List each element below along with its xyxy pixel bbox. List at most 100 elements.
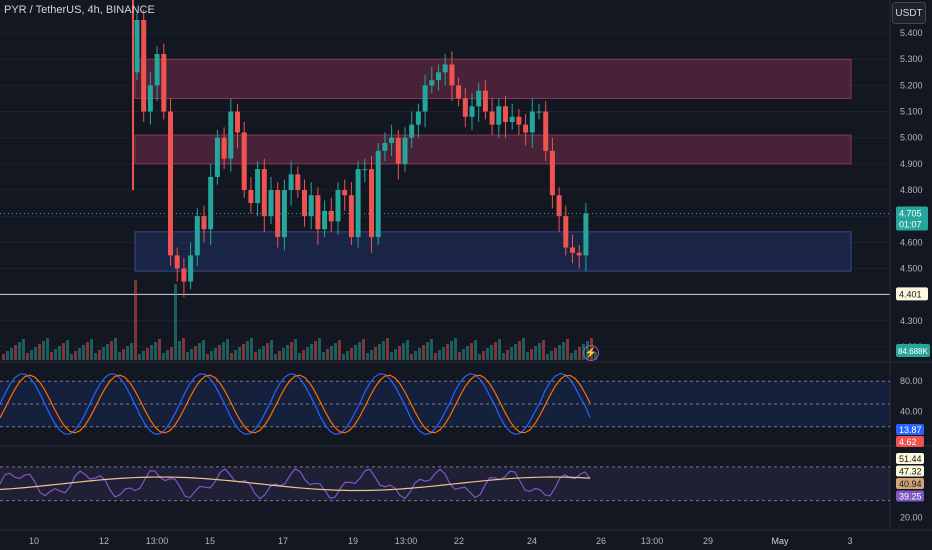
volume-bar	[430, 339, 433, 360]
candle-body	[322, 210, 328, 230]
volume-bar	[302, 350, 305, 360]
volume-bar	[402, 343, 405, 360]
rsi-value-label: 51.44	[899, 454, 922, 464]
candle-body	[496, 106, 502, 125]
candle-body	[469, 106, 475, 117]
candle-body	[523, 124, 529, 133]
volume-bar	[214, 348, 217, 360]
x-axis-tick-label: 17	[278, 536, 288, 546]
volume-bar	[218, 345, 221, 360]
currency-badge[interactable]: USDT	[892, 2, 926, 24]
candle-body	[241, 132, 247, 190]
volume-bar	[546, 354, 549, 360]
stoch-d-line	[0, 374, 591, 434]
candle-body	[369, 169, 374, 238]
candle-body	[402, 137, 408, 164]
candle-body	[382, 142, 388, 151]
volume-bar	[182, 338, 185, 360]
bar-countdown-label: 01:07	[899, 220, 922, 230]
candle-body	[583, 213, 589, 256]
candle-body	[134, 20, 140, 73]
volume-bar	[26, 353, 29, 360]
volume-bar	[190, 349, 193, 360]
volume-bar	[458, 352, 461, 360]
price-axis-tick-label: 4.500	[900, 263, 923, 273]
volume-bar	[198, 343, 201, 360]
candle-body	[482, 90, 488, 112]
supply-zone	[134, 134, 852, 165]
candle-body	[375, 150, 381, 238]
candle-body	[141, 20, 147, 112]
volume-bar	[202, 340, 205, 360]
volume-bar	[578, 347, 581, 360]
volume-bar	[22, 339, 25, 360]
volume-bar	[158, 339, 161, 360]
volume-bar	[338, 340, 341, 360]
volume-bar	[62, 343, 65, 360]
stoch-k-badge	[896, 424, 924, 435]
volume-bar	[342, 354, 345, 360]
candle-body	[516, 116, 522, 125]
volume-bar	[106, 344, 109, 360]
volume-bar	[470, 343, 473, 360]
volume-bar	[498, 339, 501, 360]
volume-bar	[74, 351, 77, 360]
volume-bar	[474, 340, 477, 360]
x-axis-tick-label: 10	[29, 536, 39, 546]
volume-bar	[478, 354, 481, 360]
volume-bar	[358, 342, 361, 360]
candle-body	[362, 169, 368, 171]
volume-bar	[82, 345, 85, 360]
demand-zone	[134, 231, 852, 272]
candle-body	[168, 111, 173, 256]
x-axis-tick-label: May	[771, 536, 789, 546]
rsi-value-badge	[896, 490, 924, 502]
volume-bar	[434, 353, 437, 360]
lightning-icon[interactable]: ⚡	[583, 345, 599, 361]
candle-body	[429, 80, 435, 86]
volume-bar	[530, 349, 533, 360]
stoch-k-value: 13.87	[899, 425, 922, 435]
price-axis-tick-label: 5.100	[900, 107, 923, 117]
volume-bar	[334, 343, 337, 360]
candle-body	[449, 64, 455, 86]
price-axis-tick-label: 5.400	[900, 28, 923, 38]
volume-bar	[222, 342, 225, 360]
volume-bar	[142, 351, 145, 360]
last-price-label: 4.705	[899, 209, 922, 219]
volume-bar	[566, 339, 569, 360]
candle-body	[503, 106, 508, 122]
volume-bar	[394, 349, 397, 360]
volume-bar	[162, 353, 165, 360]
candle-body	[409, 124, 415, 138]
volume-bar	[54, 349, 57, 360]
volume-bar	[178, 341, 181, 360]
volume-bar	[266, 343, 269, 360]
volume-bar	[550, 351, 553, 360]
volume-bar	[290, 342, 293, 360]
volume-bar	[270, 340, 273, 360]
candle-body	[570, 247, 575, 253]
candle-body	[576, 252, 582, 256]
volume-bar	[510, 347, 513, 360]
volume-bar	[326, 349, 329, 360]
volume-bar	[450, 341, 453, 360]
rsi-value-badge	[896, 453, 924, 464]
x-axis-tick-label: 15	[205, 536, 215, 546]
volume-bar	[314, 341, 317, 360]
volume-bar	[366, 353, 369, 360]
volume-bar	[486, 348, 489, 360]
level-price-label: 4.401	[899, 289, 922, 299]
volume-bar	[418, 348, 421, 360]
volume-bar	[102, 347, 105, 360]
candle-body	[147, 85, 153, 112]
volume-bar	[570, 353, 573, 360]
candle-body	[462, 98, 468, 117]
volume-bar	[154, 342, 157, 360]
volume-badge	[896, 344, 930, 357]
volume-bar	[258, 349, 261, 360]
volume-bar	[134, 280, 137, 360]
volume-bar	[90, 339, 93, 360]
volume-bar	[86, 342, 89, 360]
